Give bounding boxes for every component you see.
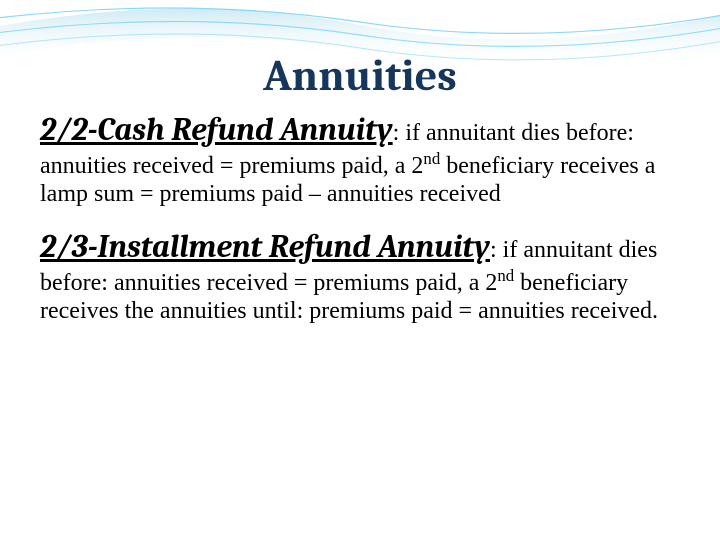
heading-cash-refund: 2/2-Cash Refund Annuity bbox=[40, 111, 393, 148]
sup-cash-refund: nd bbox=[423, 149, 440, 168]
slide-content: Annuities 2/2-Cash Refund Annuity: if an… bbox=[0, 0, 720, 326]
slide-title: Annuities bbox=[40, 50, 680, 101]
section-installment-refund: 2/3-Installment Refund Annuity: if annui… bbox=[40, 228, 680, 325]
sup-installment-refund: nd bbox=[497, 266, 514, 285]
section-cash-refund: 2/2-Cash Refund Annuity: if annuitant di… bbox=[40, 111, 680, 208]
heading-installment-refund: 2/3-Installment Refund Annuity bbox=[40, 228, 490, 265]
